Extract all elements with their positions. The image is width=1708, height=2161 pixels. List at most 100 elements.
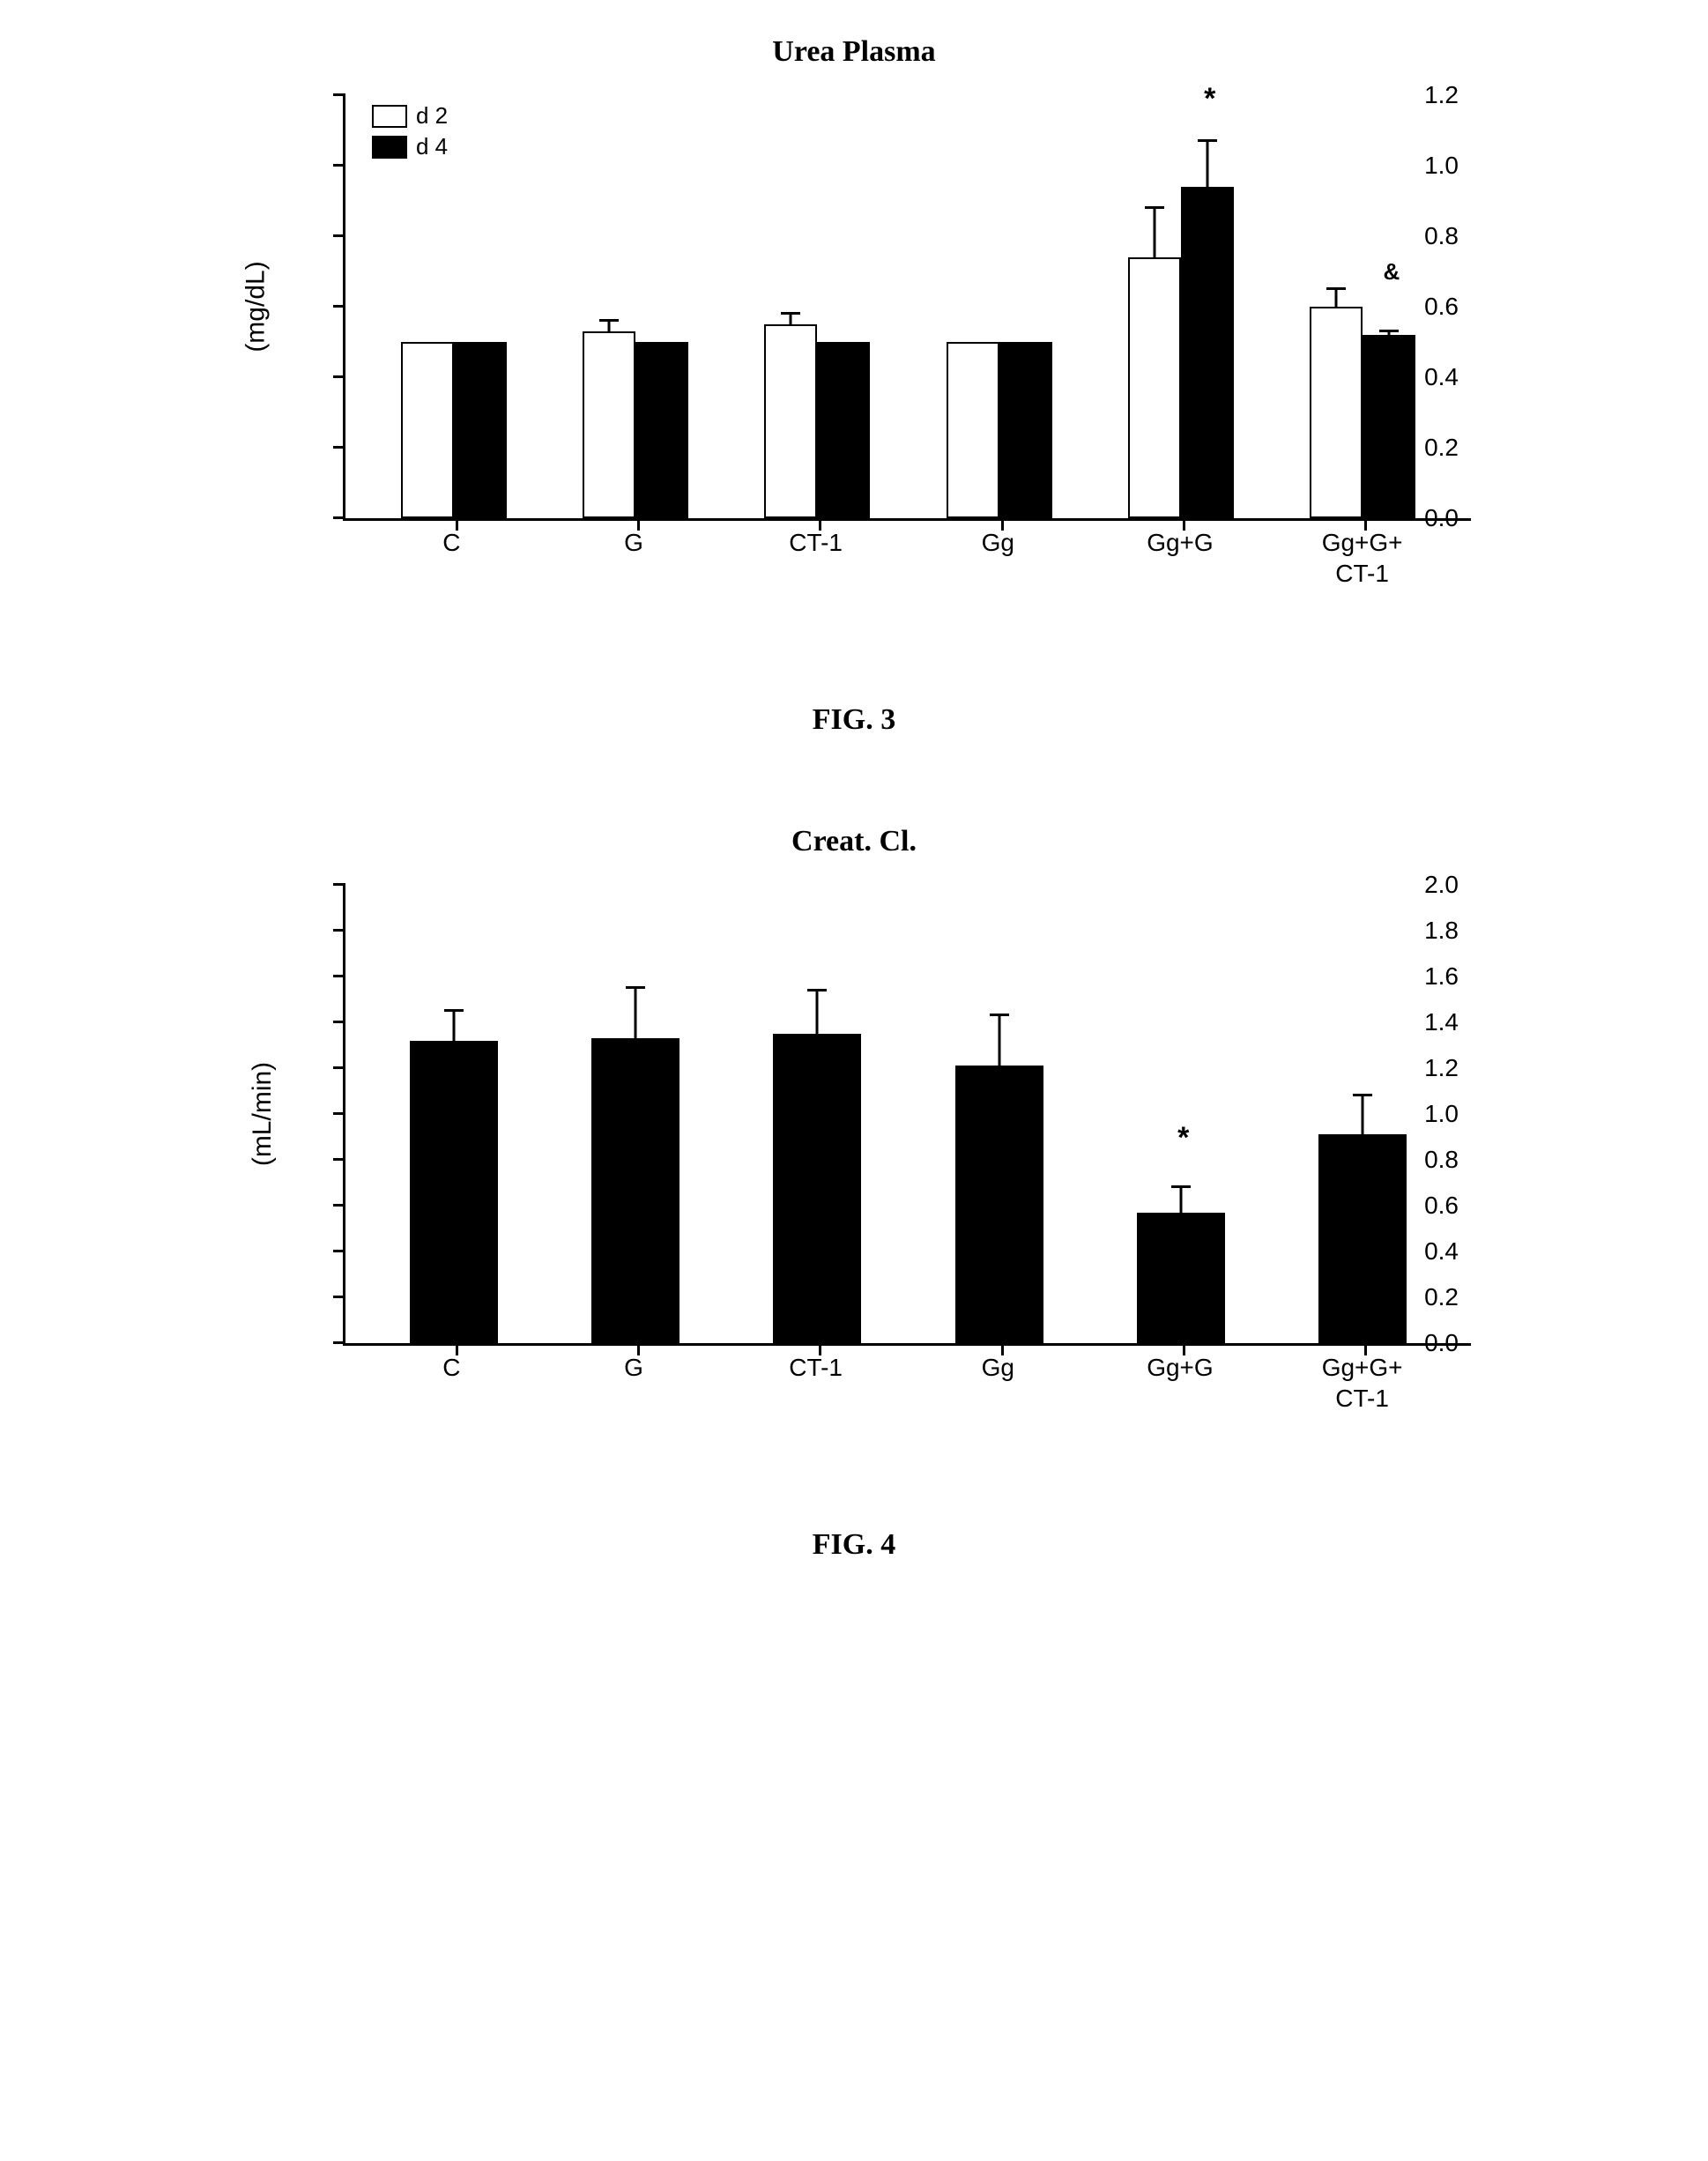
bar-rect — [1318, 1134, 1407, 1343]
x-label: CT-1 — [763, 527, 869, 589]
axes: 0.00.20.40.60.81.01.21.41.61.82.0* — [343, 885, 1471, 1346]
legend-label: d 2 — [416, 102, 448, 130]
x-label: Gg+G — [1127, 1352, 1233, 1414]
bar-group — [1318, 1134, 1407, 1343]
bar-group — [764, 324, 870, 518]
error-bar — [1153, 208, 1155, 257]
fig3-block: Urea Plasma(mg/dL)0.00.20.40.60.81.01.2d… — [53, 35, 1655, 737]
x-label: Gg+G+ CT-1 — [1310, 527, 1415, 589]
error-bar — [1179, 1187, 1182, 1213]
bar-rect — [1310, 307, 1363, 518]
bar-rect — [999, 342, 1052, 518]
bar — [1363, 335, 1415, 518]
bar-group — [1137, 1213, 1225, 1343]
ytick-mark — [333, 516, 345, 519]
error-bar — [816, 991, 819, 1034]
error-cap — [807, 989, 827, 991]
error-cap — [781, 312, 800, 315]
x-label: G — [581, 527, 687, 589]
error-bar — [1206, 141, 1208, 187]
bar — [583, 331, 635, 518]
ytick-mark — [333, 375, 345, 378]
xtick-mark — [1364, 1343, 1367, 1355]
bar — [773, 1034, 861, 1343]
annotation: * — [1204, 82, 1215, 116]
bars-row — [345, 95, 1471, 518]
legend-label: d 4 — [416, 133, 448, 160]
bar-group — [947, 342, 1052, 518]
bar-rect — [1128, 257, 1181, 518]
x-labels-row: CGCT-1GgGg+GGg+G+ CT-1 — [343, 1343, 1471, 1414]
bar-rect — [817, 342, 870, 518]
bar-group — [591, 1038, 679, 1343]
bars-row — [345, 885, 1471, 1343]
error-bar — [1334, 289, 1337, 307]
bar-group — [1310, 307, 1415, 518]
chart-wrap: (mL/min) 0.00.20.40.60.81.01.21.41.61.82.… — [237, 885, 1471, 1449]
ytick-mark — [333, 234, 345, 237]
bar-rect — [773, 1034, 861, 1343]
bar — [1128, 257, 1181, 518]
bar — [947, 342, 999, 518]
xtick-mark — [637, 518, 640, 531]
error-cap — [599, 319, 619, 322]
ytick-mark — [333, 1296, 345, 1298]
bar-rect — [1137, 1213, 1225, 1343]
error-cap — [1198, 139, 1217, 142]
plot-area: 0.00.20.40.60.81.01.2d 2d 4*& — [343, 95, 1471, 518]
x-label: C — [398, 527, 504, 589]
bar — [1318, 1134, 1407, 1343]
bar — [1181, 187, 1234, 518]
bar-rect — [591, 1038, 679, 1343]
bar — [764, 324, 817, 518]
bar — [410, 1041, 498, 1343]
xtick-mark — [1001, 518, 1004, 531]
error-bar — [790, 314, 792, 324]
x-label: Gg+G+ CT-1 — [1310, 1352, 1415, 1414]
x-labels-row: CGCT-1GgGg+GGg+G+ CT-1 — [343, 518, 1471, 589]
bar — [817, 342, 870, 518]
bar-rect — [401, 342, 454, 518]
figure-caption: FIG. 4 — [53, 1528, 1655, 1562]
bar-rect — [1363, 335, 1415, 518]
legend: d 2d 4 — [372, 102, 448, 160]
legend-item: d 2 — [372, 102, 448, 130]
bar — [1137, 1213, 1225, 1343]
error-bar — [998, 1015, 1000, 1066]
ytick-mark — [333, 1250, 345, 1252]
ytick-mark — [333, 1112, 345, 1115]
bar-rect — [454, 342, 507, 518]
xtick-mark — [819, 1343, 821, 1355]
x-label: C — [398, 1352, 504, 1414]
error-bar — [635, 988, 637, 1038]
legend-swatch — [372, 136, 407, 159]
x-label: Gg+G — [1127, 527, 1233, 589]
xtick-mark — [819, 518, 821, 531]
bar-group — [583, 331, 688, 518]
bar — [1310, 307, 1363, 518]
x-label: CT-1 — [763, 1352, 869, 1414]
error-cap — [1326, 287, 1346, 290]
y-axis-label: (mL/min) — [248, 1062, 278, 1166]
bar-rect — [410, 1041, 498, 1343]
bar-group — [773, 1034, 861, 1343]
ytick-mark — [333, 1021, 345, 1023]
bar — [955, 1066, 1043, 1343]
bar — [591, 1038, 679, 1343]
ytick-mark — [333, 1341, 345, 1344]
error-cap — [990, 1014, 1009, 1016]
ytick-mark — [333, 1158, 345, 1161]
error-cap — [444, 1009, 464, 1012]
ytick-mark — [333, 975, 345, 977]
bar-group — [955, 1066, 1043, 1343]
x-label: Gg — [945, 1352, 1051, 1414]
bar — [999, 342, 1052, 518]
y-axis-label: (mg/dL) — [241, 261, 271, 352]
plot-area: 0.00.20.40.60.81.01.21.41.61.82.0* — [343, 885, 1471, 1343]
ytick-mark — [333, 1204, 345, 1207]
xtick-mark — [637, 1343, 640, 1355]
xtick-mark — [1001, 1343, 1004, 1355]
bar-rect — [955, 1066, 1043, 1343]
figure-caption: FIG. 3 — [53, 703, 1655, 737]
annotation: & — [1383, 258, 1400, 286]
